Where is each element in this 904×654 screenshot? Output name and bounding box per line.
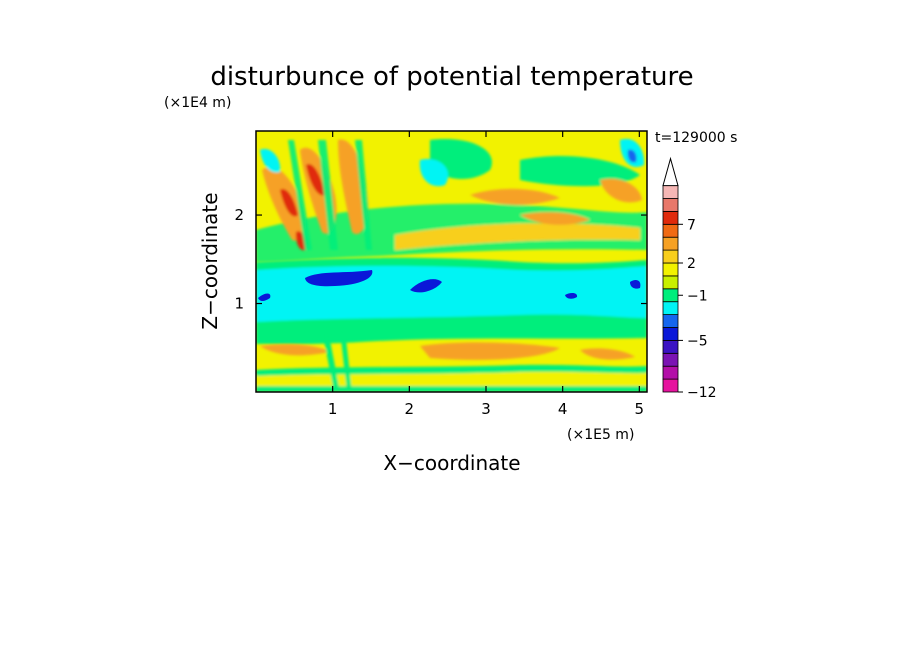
colorbar-band: [662, 339, 679, 354]
y-tick-label: 1: [234, 295, 244, 313]
axis-ticks: 1 2 3 4 5 1 2: [234, 131, 647, 418]
lower-orange-band-2: [260, 344, 330, 356]
chart-title: disturbunce of potential temperature: [210, 62, 693, 92]
cold-core-small-1: [565, 292, 578, 299]
colorbar: 7 2 −1 −5 −12: [662, 156, 717, 401]
colorbar-band: [662, 275, 679, 290]
upper-orange-patch-3: [520, 212, 590, 225]
colorbar-band: [662, 210, 679, 225]
plume-orange-1: [262, 166, 306, 241]
colorbar-band: [662, 185, 679, 199]
cold-core-main: [305, 270, 373, 287]
lower-yellow-band: [256, 371, 647, 386]
colorbar-band: [662, 236, 679, 251]
colorbar-band: [662, 198, 679, 212]
plume-green-stripes: [288, 140, 372, 250]
colorbar-band: [662, 365, 679, 380]
upper-green-patch-2: [520, 155, 640, 187]
cold-core-east: [410, 279, 442, 293]
cold-cores: [258, 270, 641, 301]
upper-orange-patch-1: [470, 188, 560, 205]
plume-red-1: [280, 189, 298, 217]
colorbar-band: [662, 314, 679, 328]
x-axis-label: X−coordinate: [383, 451, 520, 475]
cold-core-small-2: [630, 280, 641, 289]
stable-green-bottom: [256, 314, 647, 345]
colorbar-label: −1: [687, 288, 708, 304]
cold-core-small-3: [258, 293, 271, 301]
colorbar-band: [662, 288, 679, 303]
x-tick-label: 5: [635, 400, 645, 418]
x-unit-label: (×1E5 m): [567, 427, 634, 443]
colorbar-band: [662, 352, 679, 367]
colorbar-extend-arrow: [662, 156, 679, 187]
y-axis-label: Z−coordinate: [198, 192, 222, 329]
plume-orange-3: [338, 139, 369, 235]
lower-green-stripe-2: [340, 330, 352, 392]
colorbar-band: [662, 249, 679, 264]
colorbar-band: [662, 378, 679, 393]
lower-orange-band-3: [580, 348, 635, 360]
time-label: t=129000 s: [655, 130, 737, 146]
lower-orange-band-1: [420, 342, 560, 360]
colorbar-band: [662, 301, 679, 316]
colorbar-band: [662, 262, 679, 277]
colorbar-label: 2: [687, 256, 696, 272]
y-tick-label: 2: [234, 206, 244, 224]
x-tick-label: 3: [481, 400, 491, 418]
x-tick-label: 2: [405, 400, 415, 418]
x-tick-label: 1: [328, 400, 338, 418]
colorbar-band: [662, 327, 679, 341]
x-tick-label: 4: [558, 400, 568, 418]
colorbar-label: −12: [687, 385, 717, 401]
colorbar-label: −5: [687, 333, 708, 349]
y-unit-label: (×1E4 m): [164, 95, 231, 111]
upper-orange-patch-2: [600, 178, 642, 203]
colorbar-label: 7: [687, 217, 696, 233]
plume-red-2: [306, 164, 325, 196]
contour-field: [256, 131, 647, 392]
plume-cyan-top: [260, 148, 281, 173]
corner-blue-core: [627, 149, 637, 163]
plot-frame: [255, 130, 648, 393]
upper-orange-band: [395, 223, 640, 250]
upper-cyan-patch: [419, 159, 449, 187]
lower-green-stripe-1: [322, 330, 340, 392]
colorbar-band: [662, 223, 679, 238]
